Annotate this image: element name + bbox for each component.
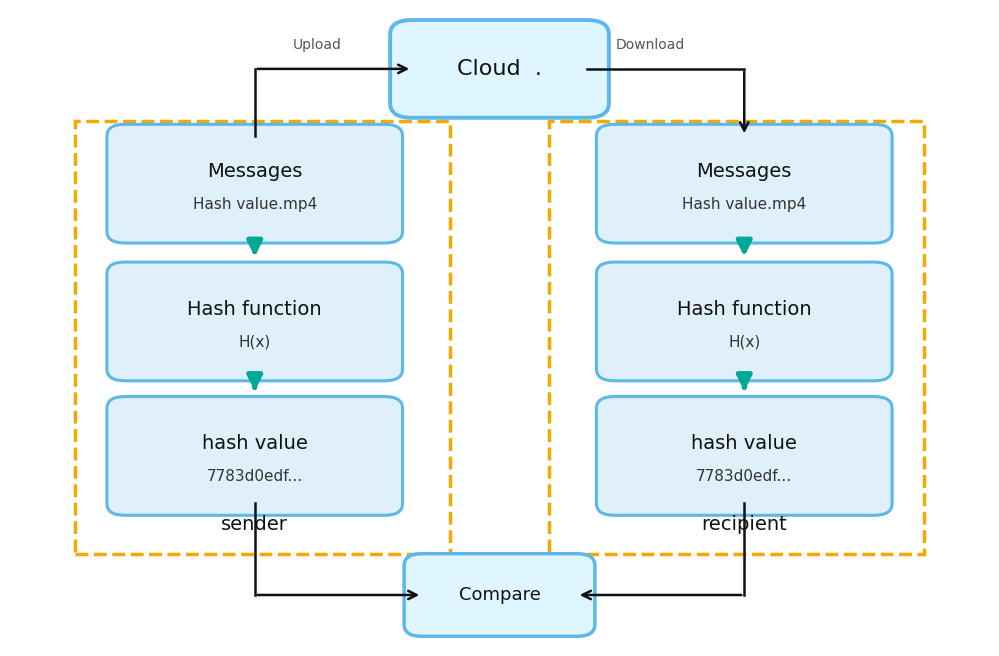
- Text: 7783d0edf...: 7783d0edf...: [207, 469, 303, 484]
- Text: Compare: Compare: [459, 586, 540, 604]
- Text: H(x): H(x): [239, 335, 271, 350]
- Text: Hash function: Hash function: [188, 300, 322, 319]
- FancyBboxPatch shape: [596, 262, 892, 380]
- Bar: [75, 121, 450, 554]
- FancyBboxPatch shape: [404, 554, 594, 636]
- FancyBboxPatch shape: [596, 396, 892, 516]
- Text: Download: Download: [615, 39, 684, 52]
- FancyBboxPatch shape: [596, 125, 892, 243]
- FancyBboxPatch shape: [107, 262, 403, 380]
- Text: sender: sender: [222, 516, 288, 534]
- FancyBboxPatch shape: [107, 396, 403, 516]
- Text: Hash function: Hash function: [677, 300, 811, 319]
- Text: hash value: hash value: [202, 434, 308, 453]
- Text: Messages: Messages: [696, 162, 792, 181]
- FancyBboxPatch shape: [390, 20, 608, 117]
- Text: hash value: hash value: [691, 434, 797, 453]
- Text: recipient: recipient: [701, 516, 787, 534]
- Bar: [549, 121, 924, 554]
- Text: Hash value.mp4: Hash value.mp4: [193, 197, 317, 212]
- Text: 7783d0edf...: 7783d0edf...: [696, 469, 792, 484]
- Text: H(x): H(x): [728, 335, 760, 350]
- FancyBboxPatch shape: [107, 125, 403, 243]
- Text: Hash value.mp4: Hash value.mp4: [682, 197, 806, 212]
- Text: Messages: Messages: [207, 162, 303, 181]
- Text: Cloud  .: Cloud .: [458, 59, 541, 79]
- Text: Upload: Upload: [294, 39, 342, 52]
